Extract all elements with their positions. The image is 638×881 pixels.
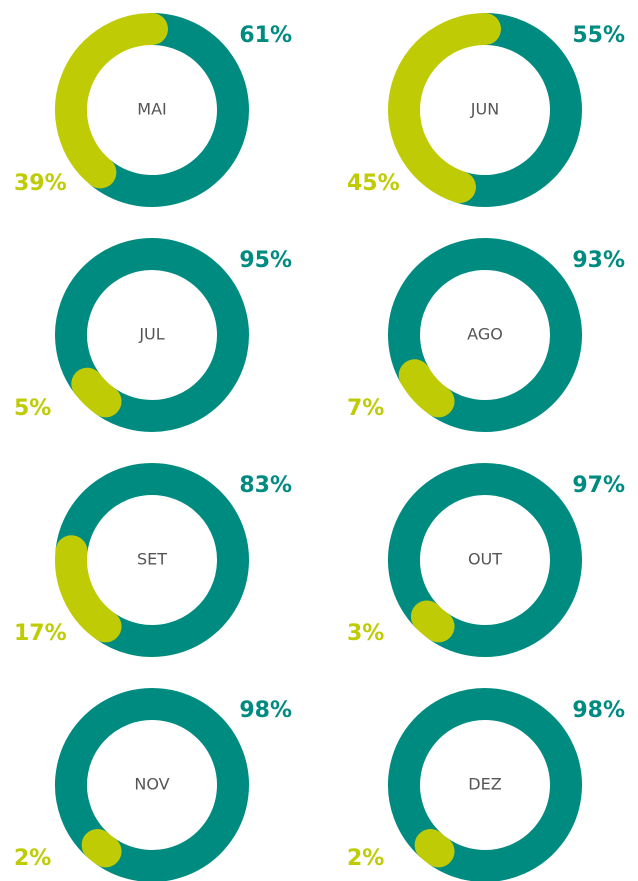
value-label: 5% (14, 396, 51, 421)
value-label: 2% (347, 846, 384, 871)
value-label: 83% (239, 473, 292, 498)
value-label: 3% (347, 621, 384, 646)
value-label: 7% (347, 396, 384, 421)
value-label: 39% (14, 171, 67, 196)
donut-title: AGO (467, 325, 503, 344)
value-label: 97% (572, 473, 625, 498)
donut-segment (388, 238, 582, 432)
donut-segment (388, 463, 582, 657)
donut-segment (388, 13, 501, 204)
donut-title: MAI (137, 100, 166, 119)
donut-segment (81, 829, 122, 868)
donut-segment (71, 367, 122, 418)
value-label: 2% (14, 846, 51, 871)
value-label: 93% (572, 248, 625, 273)
donut-title: JUN (470, 100, 499, 119)
donut-title: OUT (468, 550, 502, 569)
donut-segment (55, 13, 168, 189)
value-label: 95% (239, 248, 292, 273)
donut-title: SET (137, 550, 167, 569)
value-label: 98% (239, 698, 292, 723)
donut-segment (55, 463, 249, 657)
donut-title: NOV (134, 775, 169, 794)
donut-segment (55, 238, 249, 432)
donut-title: JUL (138, 325, 164, 344)
value-label: 17% (14, 621, 67, 646)
donut-segment (443, 13, 582, 207)
value-label: 55% (572, 23, 625, 48)
donut-segment (414, 829, 455, 868)
donut-segment (55, 535, 122, 643)
donut-segment (398, 359, 455, 418)
value-label: 61% (239, 23, 292, 48)
donut-segment (410, 600, 455, 643)
donut-title: DEZ (468, 775, 501, 794)
value-label: 98% (572, 698, 625, 723)
value-label: 45% (347, 171, 400, 196)
donut-segment (388, 688, 582, 881)
donut-segment (84, 13, 249, 207)
donut-segment (55, 688, 249, 881)
